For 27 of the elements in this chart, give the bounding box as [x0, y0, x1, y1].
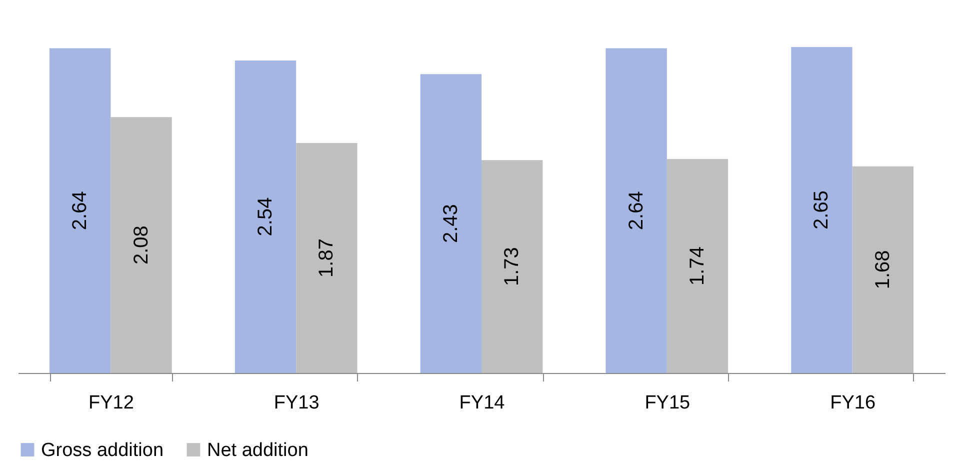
bar [606, 48, 667, 373]
bar [482, 160, 543, 373]
bar [420, 74, 482, 373]
bar [791, 47, 852, 373]
x-tick-label: FY13 [274, 392, 320, 414]
bar [234, 60, 296, 373]
bar [110, 117, 172, 373]
data-label: 2.43 [440, 204, 462, 243]
x-tick-label: FY14 [459, 392, 506, 414]
data-label: 2.65 [810, 190, 833, 230]
x-tick-label: FY16 [830, 392, 876, 414]
bar [50, 48, 111, 373]
bar [666, 158, 728, 373]
x-tick-label: FY15 [644, 392, 690, 414]
x-tick-label: FY12 [88, 392, 134, 414]
data-label: 1.74 [686, 246, 708, 286]
data-label: 1.68 [872, 250, 894, 290]
data-label: 2.64 [625, 191, 648, 230]
data-label: 1.73 [501, 247, 524, 286]
bar [852, 166, 914, 373]
bar [296, 142, 358, 373]
data-label: 2.54 [254, 197, 277, 236]
data-label: 1.87 [316, 238, 338, 278]
data-label: 2.08 [130, 226, 152, 265]
data-label: 2.64 [69, 191, 92, 230]
legend-label: Gross addition [41, 440, 164, 461]
legend-label: Net addition [207, 440, 308, 461]
